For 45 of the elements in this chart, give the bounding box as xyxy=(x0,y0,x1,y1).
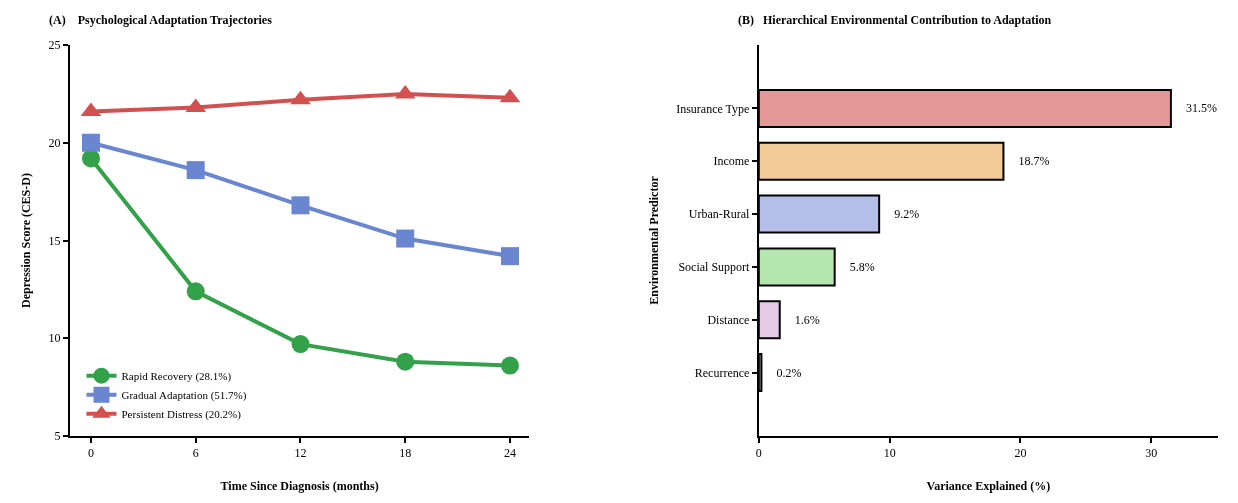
data-label: 31.5% xyxy=(1173,101,1217,116)
chart-title: (B) Hierarchical Environmental Contribution to Adaptation xyxy=(738,13,1052,27)
x-tick-label: 24 xyxy=(503,446,516,461)
point xyxy=(81,133,100,152)
x-tick-label: 30 xyxy=(1145,446,1158,461)
y-tick-label: Urban-Rural xyxy=(688,207,751,222)
data-label: 9.2% xyxy=(882,207,920,222)
data-label: 1.6% xyxy=(782,312,820,327)
y-tick-label: Recurrence xyxy=(694,365,750,380)
y-tick-label: Social Support xyxy=(678,260,751,275)
point xyxy=(186,282,205,301)
data-label: 0.2% xyxy=(764,365,802,380)
y-tick-label: 20 xyxy=(48,135,61,150)
y-tick-label: Income xyxy=(713,154,750,169)
x-tick-label: 0 xyxy=(755,446,762,461)
legend-label: Gradual Adaptation (51.7%) xyxy=(121,388,247,402)
point xyxy=(290,90,311,105)
point xyxy=(291,196,310,215)
legend-label: Rapid Recovery (28.1%) xyxy=(121,369,232,383)
x-tick-label: 18 xyxy=(399,446,412,461)
data-label: 18.7% xyxy=(1006,154,1050,169)
x-tick-label: 10 xyxy=(883,446,896,461)
y-tick-label: 10 xyxy=(48,331,61,346)
y-axis-title: Depression Score (CES-D) xyxy=(19,173,34,308)
x-axis-title: Variance Explained (%) xyxy=(926,478,1051,493)
chart-title: (A) Psychological Adaptation Trajectories xyxy=(49,13,273,27)
point xyxy=(291,335,310,354)
x-tick-label: 0 xyxy=(87,446,94,461)
point xyxy=(396,229,415,248)
y-tick-label: 15 xyxy=(48,233,61,248)
data-label: 5.8% xyxy=(837,259,875,274)
point xyxy=(186,161,205,180)
point xyxy=(396,352,415,371)
y-axis-title: Environmental Predictor xyxy=(646,175,661,305)
x-tick-label: 12 xyxy=(294,446,307,461)
point xyxy=(500,247,519,266)
x-tick-label: 6 xyxy=(192,446,199,461)
x-tick-label: 20 xyxy=(1014,446,1027,461)
y-tick-label: Insurance Type xyxy=(676,101,750,116)
x-axis-title: Time Since Diagnosis (months) xyxy=(220,478,379,493)
y-tick-label: 25 xyxy=(48,38,61,53)
y-tick-label: Distance xyxy=(707,312,750,327)
legend-label: Persistent Distress (20.2%) xyxy=(121,407,242,421)
point xyxy=(501,356,519,375)
y-tick-label: 5 xyxy=(54,429,61,444)
